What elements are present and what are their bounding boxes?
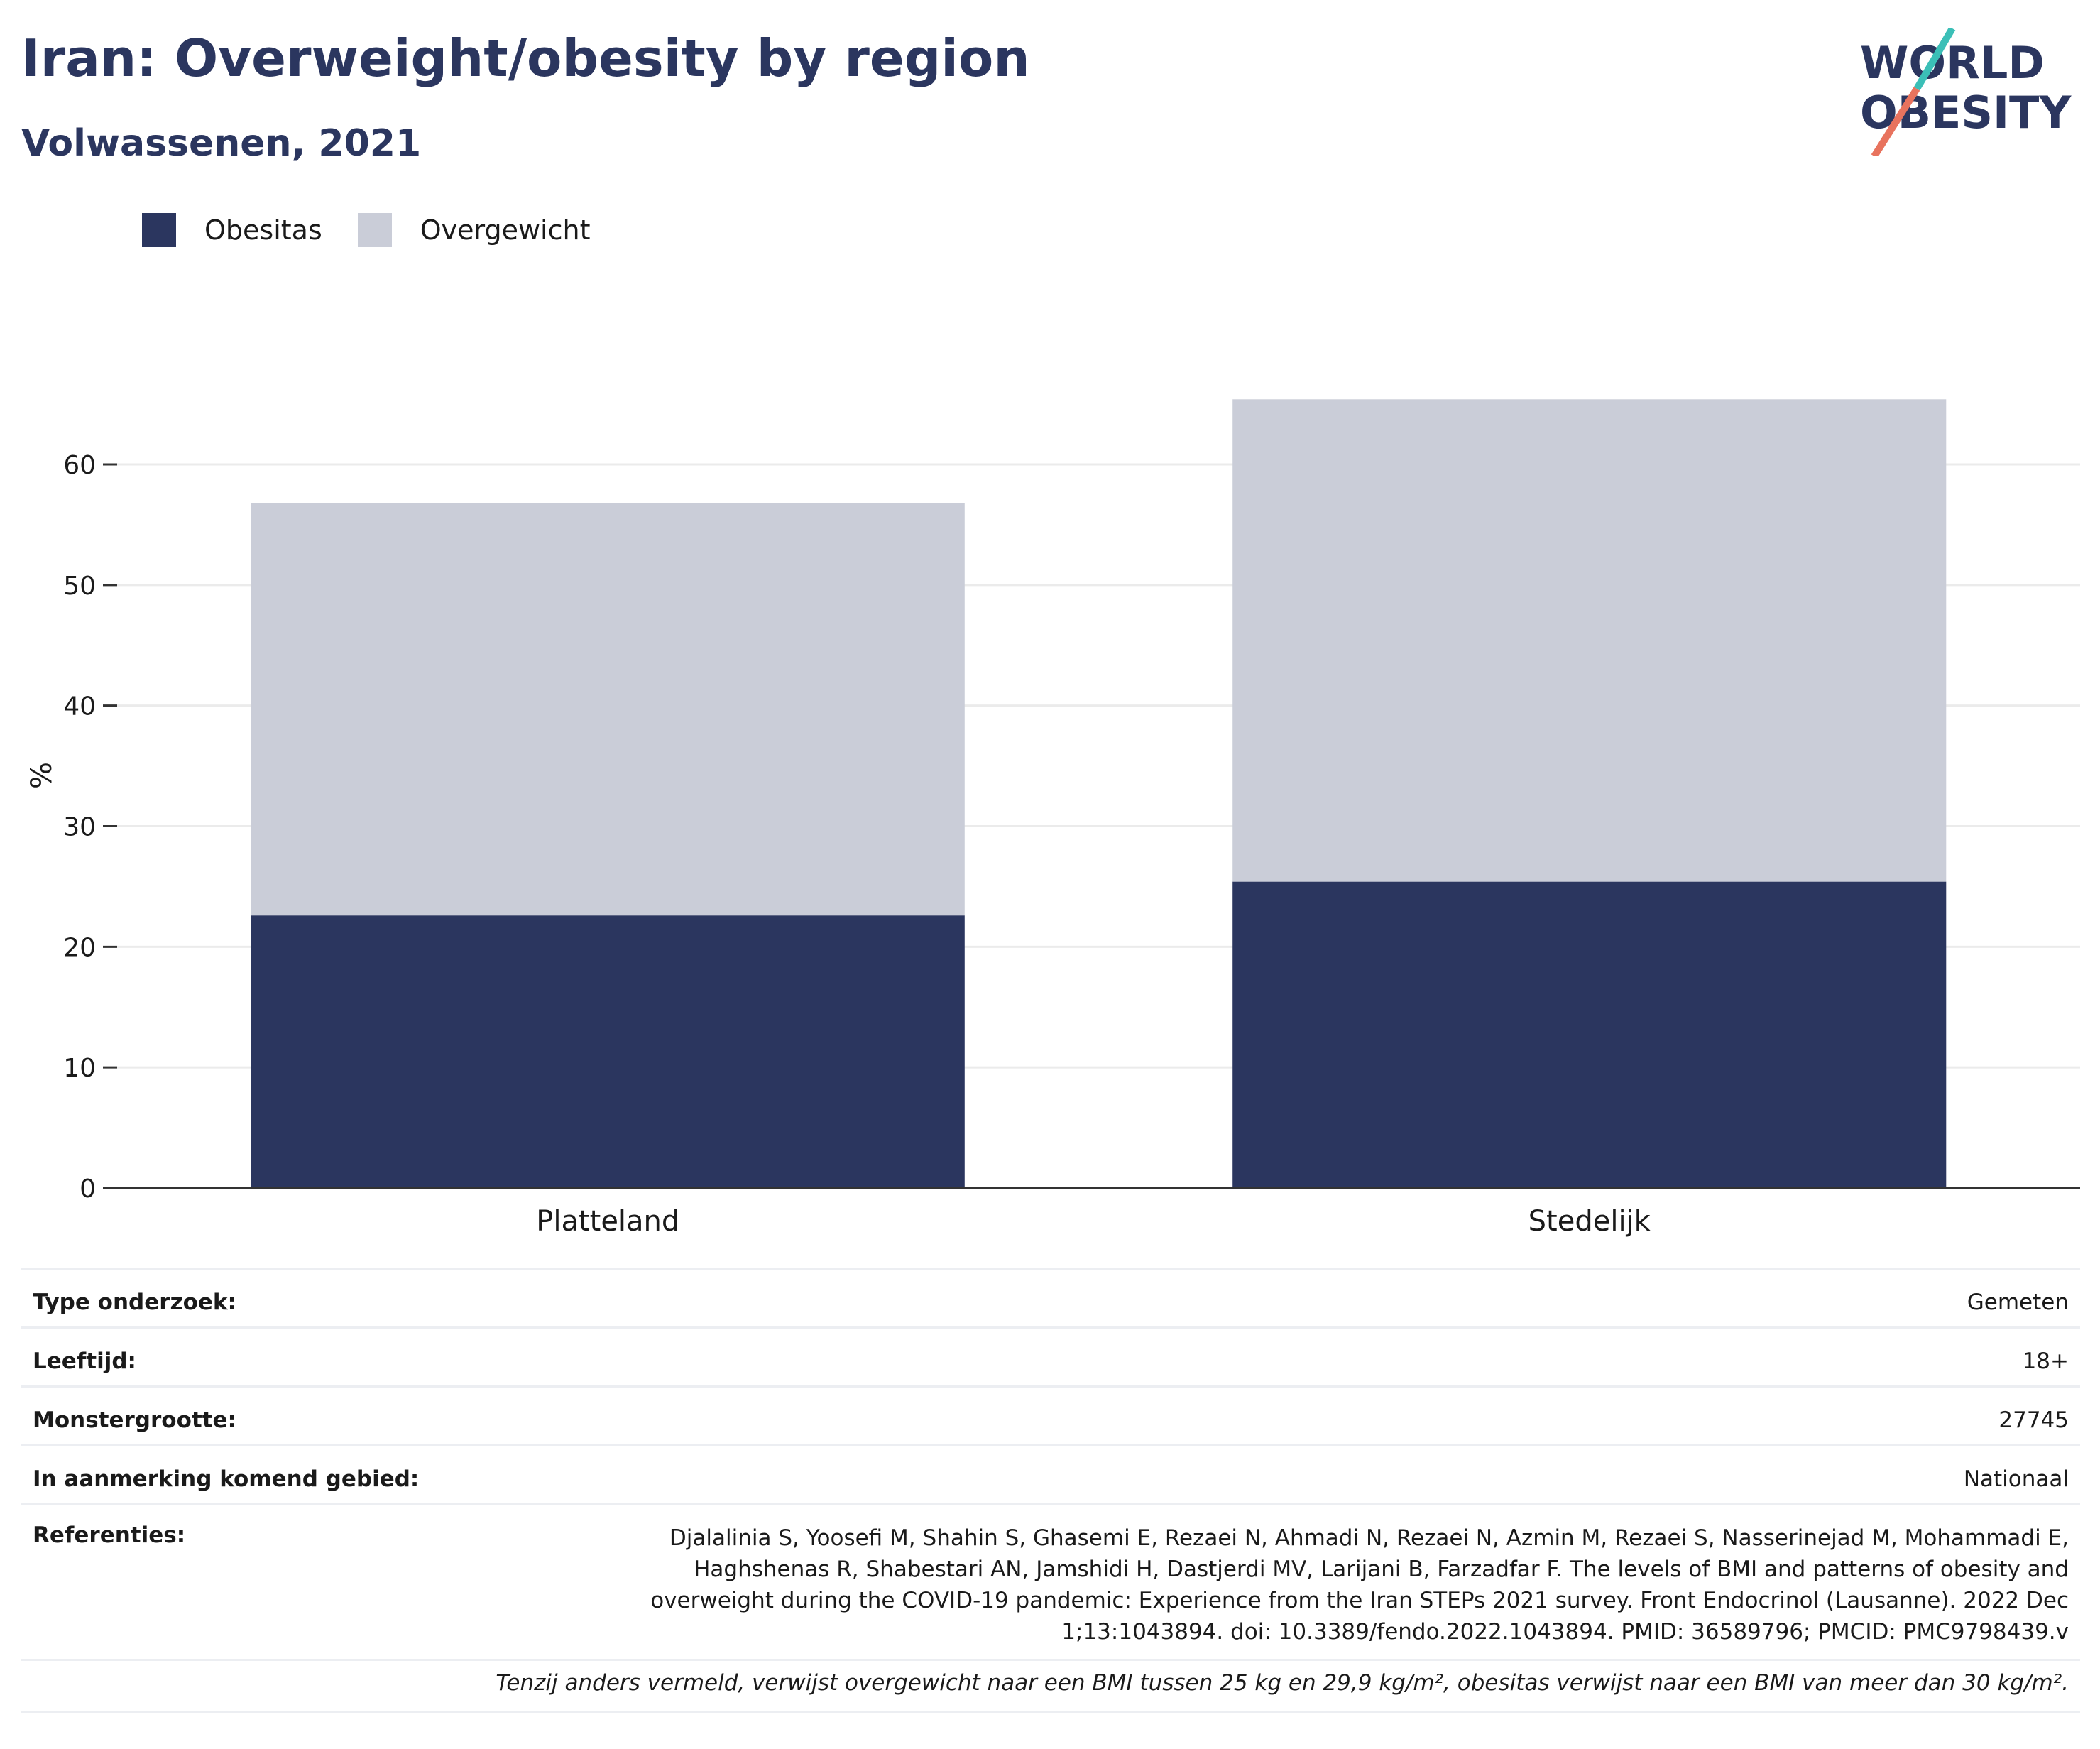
meta-row-sample: Monstergrootte: 27745 <box>21 1388 2080 1446</box>
legend-item-obesitas[interactable]: Obesitas <box>142 213 322 247</box>
y-axis-label: % <box>26 762 58 789</box>
references-text: Djalalinia S, Yoosefi M, Shahin S, Ghase… <box>650 1525 2069 1645</box>
bar-overgewicht-platteland[interactable] <box>251 503 965 916</box>
legend-swatch-obesitas <box>142 213 176 247</box>
meta-label: In aanmerking komend gebied: <box>33 1466 420 1492</box>
legend-label-obesitas: Obesitas <box>204 214 322 246</box>
meta-row-references: Referenties: Djalalinia S, Yoosefi M, Sh… <box>21 1505 2080 1661</box>
y-tick-label: 0 <box>80 1175 96 1204</box>
footnote: Tenzij anders vermeld, verwijst overgewi… <box>21 1662 2080 1713</box>
meta-value: 18+ <box>2022 1348 2069 1374</box>
chart-title: Iran: Overweight/obesity by region <box>21 28 1030 88</box>
y-tick-label: 30 <box>63 813 96 842</box>
meta-label: Type onderzoek: <box>33 1290 236 1315</box>
world-obesity-logo: WORLD OBESITY <box>1860 28 2072 156</box>
logo-slash-teal <box>1913 28 1956 91</box>
bar-overgewicht-stedelijk[interactable] <box>1232 399 1947 882</box>
meta-value: Nationaal <box>1963 1466 2069 1492</box>
y-tick-label: 50 <box>63 572 96 601</box>
bars <box>117 399 2080 1189</box>
x-category-label: Stedelijk <box>1528 1205 1651 1238</box>
meta-label: Monstergrootte: <box>33 1407 236 1433</box>
meta-value: 27745 <box>1998 1407 2069 1433</box>
bar-obesitas-stedelijk[interactable] <box>1232 881 1947 1188</box>
meta-row-area: In aanmerking komend gebied: Nationaal <box>21 1446 2080 1505</box>
metadata-table: Type onderzoek: Gemeten Leeftijd: 18+ Mo… <box>21 1268 2080 1661</box>
logo-line2: OBESITY <box>1860 87 2072 138</box>
y-tick-label: 10 <box>63 1054 96 1083</box>
meta-label: Leeftijd: <box>33 1348 136 1374</box>
legend-label-overgewicht: Overgewicht <box>420 214 591 246</box>
y-axis-ticks: 0 10 20 30 40 50 60 <box>63 451 117 1204</box>
references-label: Referenties: <box>33 1522 186 1548</box>
meta-row-age: Leeftijd: 18+ <box>21 1329 2080 1388</box>
x-category-label: Platteland <box>536 1205 679 1238</box>
meta-row-type: Type onderzoek: Gemeten <box>21 1270 2080 1329</box>
logo-line1: WORLD <box>1860 37 2045 89</box>
meta-value: Gemeten <box>1967 1290 2069 1315</box>
y-tick-label: 60 <box>63 451 96 480</box>
x-axis-labels: Platteland Stedelijk <box>536 1205 1651 1238</box>
y-tick-label: 40 <box>63 692 96 721</box>
bar-obesitas-platteland[interactable] <box>251 915 965 1188</box>
legend-swatch-overgewicht <box>357 213 392 247</box>
legend-item-overgewicht[interactable]: Overgewicht <box>357 213 591 247</box>
stacked-bar-chart: 0 10 20 30 40 50 60 Platteland Stedelijk % <box>26 399 2080 1238</box>
logo-slash-coral <box>1871 87 1920 156</box>
chart-legend: Obesitas Overgewicht <box>142 213 626 247</box>
chart-subtitle: Volwassenen, 2021 <box>21 122 422 165</box>
y-tick-label: 20 <box>63 933 96 962</box>
